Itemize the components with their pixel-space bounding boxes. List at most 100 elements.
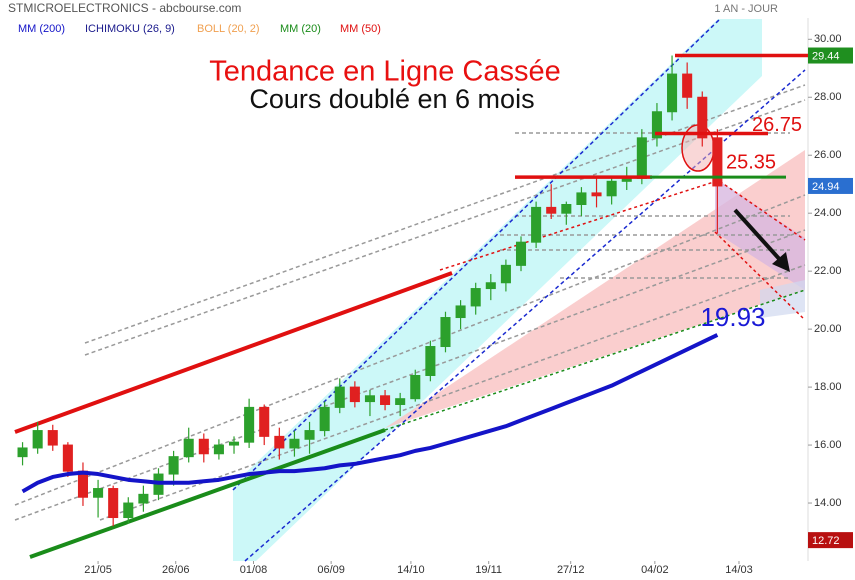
candle-body: [198, 438, 209, 455]
candle-body: [77, 470, 89, 498]
y-tick-label: 22.00: [814, 265, 842, 277]
x-tick-label: 06/09: [317, 564, 345, 576]
y-tick-label: 20.00: [814, 323, 842, 335]
price-marker-label: 24.94: [812, 181, 840, 193]
candle-body: [636, 137, 647, 179]
candle-body: [546, 206, 557, 214]
y-tick-label: 28.00: [814, 91, 842, 103]
candle-body: [168, 456, 179, 475]
candle-body: [591, 192, 602, 197]
candle-body: [32, 430, 43, 449]
candle-body: [410, 375, 421, 400]
y-tick-label: 18.00: [814, 381, 842, 393]
x-tick-label: 04/02: [641, 564, 669, 576]
candle-body: [500, 264, 511, 284]
level-label: 19.93: [700, 302, 765, 332]
candle-body: [334, 386, 345, 408]
candle-body: [395, 398, 406, 405]
legend-entry: MM (50): [340, 23, 381, 35]
y-tick-label: 24.00: [814, 207, 842, 219]
candle-body: [576, 192, 587, 205]
price-marker: [808, 47, 853, 64]
candle-body: [455, 305, 466, 319]
candle-body: [213, 444, 224, 455]
candle-body: [17, 447, 28, 458]
candle-body: [123, 502, 134, 519]
price-marker-label: 12.72: [812, 535, 840, 547]
y-tick-label: 16.00: [814, 439, 842, 451]
wedge-fill: [385, 150, 805, 428]
x-tick-label: 14/10: [397, 564, 425, 576]
drawings: [14, 18, 806, 562]
candle-body: [380, 395, 391, 405]
candle-body: [561, 203, 572, 214]
chart-title: STMICROELECTRONICS - abcbourse.com: [8, 1, 241, 15]
y-tick-label: 26.00: [814, 149, 842, 161]
x-tick-label: 01/08: [240, 564, 268, 576]
red-dotted-line: [714, 177, 806, 241]
candle-body: [228, 441, 240, 446]
channel-fill: [233, 19, 762, 561]
gray-trend-lines: [14, 84, 806, 521]
period: 1 AN - JOUR: [714, 3, 778, 15]
legend-entry: MM (20): [280, 23, 321, 35]
candle-body: [697, 96, 708, 139]
candle-body: [349, 386, 360, 403]
candle-body: [440, 317, 451, 348]
candle-body: [289, 438, 300, 449]
legend-entry: ICHIMOKU (26, 9): [85, 23, 175, 35]
candle-body: [425, 346, 436, 377]
channel-upper: [232, 18, 721, 491]
price-marker-label: 29.44: [812, 50, 840, 62]
price-marker: [808, 177, 853, 194]
axis-area: [808, 0, 855, 580]
x-tick-label: 26/06: [162, 564, 190, 576]
candle-body: [651, 111, 662, 139]
candle-body: [62, 444, 73, 472]
candle-body: [682, 73, 693, 98]
candle-body: [667, 73, 678, 113]
candle-body: [485, 282, 496, 290]
moving-average: [21, 333, 719, 494]
candle-body: [93, 488, 104, 498]
candle-body: [183, 438, 194, 458]
candle-body: [621, 177, 632, 182]
candle-body: [244, 406, 255, 443]
x-tick-label: 27/12: [557, 564, 585, 576]
price-marker: [808, 532, 853, 549]
marks: [17, 55, 786, 527]
green-dotted-line: [384, 289, 806, 431]
legend-entry: BOLL (20, 2): [197, 23, 260, 35]
candle-body: [364, 395, 375, 403]
level-label: 25.35: [726, 151, 776, 173]
headline: Tendance en Ligne Cassée: [209, 56, 560, 88]
resistance-line: [14, 271, 453, 434]
y-tick-label: 14.00: [814, 497, 842, 509]
x-tick-label: 19/11: [475, 564, 502, 576]
channel-lower: [244, 69, 806, 562]
candle-body: [47, 430, 58, 446]
candle-body: [531, 206, 542, 243]
x-tick-label: 14/03: [725, 564, 753, 576]
support-line: [29, 428, 386, 559]
candle-body: [712, 137, 723, 187]
candle-body: [138, 493, 149, 504]
candle-body: [304, 430, 315, 440]
level-label: 26.75: [752, 114, 802, 136]
red-dotted-line: [439, 179, 721, 271]
legend-entry: MM (200): [18, 23, 65, 35]
arrow-head: [772, 252, 790, 272]
x-tick-label: 21/05: [84, 564, 112, 576]
subline: Cours doublé en 6 mois: [249, 84, 534, 114]
red-dotted-line: [714, 231, 806, 321]
candle-body: [108, 488, 119, 519]
candle-body: [470, 288, 481, 307]
candle-body: [515, 241, 527, 266]
y-tick-label: 30.00: [814, 33, 842, 45]
candle-body: [274, 435, 285, 449]
candle-body: [319, 406, 330, 432]
candle-body: [259, 406, 270, 437]
arrow: [733, 208, 784, 264]
candle-body: [606, 180, 617, 197]
